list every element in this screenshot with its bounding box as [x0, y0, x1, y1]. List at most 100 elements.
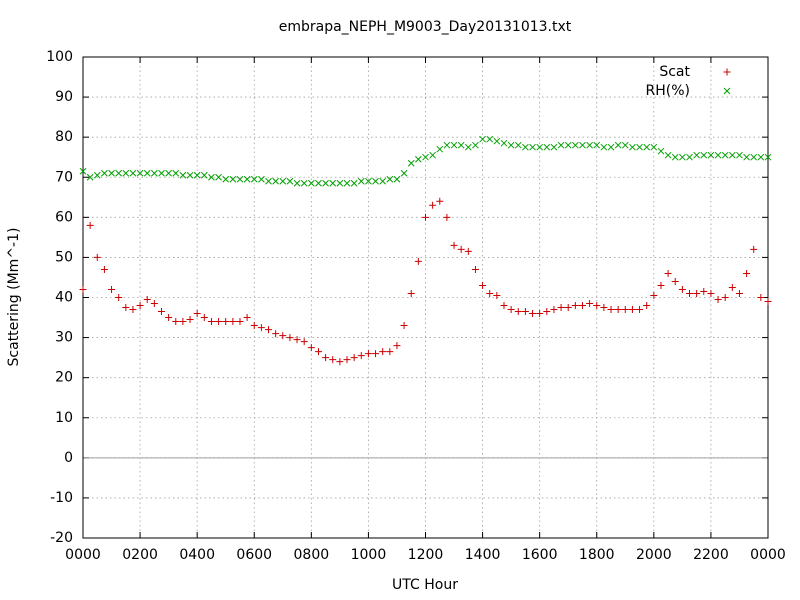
scatter-point	[207, 318, 215, 326]
scatter-point	[151, 169, 158, 177]
scatter-point	[258, 175, 265, 183]
scatter-point	[336, 358, 344, 366]
y-tick-label: 70	[55, 169, 73, 185]
y-tick-label: 90	[55, 89, 73, 105]
y-tick-label: 60	[55, 209, 73, 225]
scatter-point	[443, 141, 451, 149]
scatter-point	[414, 257, 422, 265]
scatter-point	[265, 326, 273, 334]
scatter-point	[736, 151, 743, 159]
scatter-point	[415, 155, 422, 163]
scatter-point	[165, 169, 172, 177]
scatter-point	[514, 308, 522, 316]
scatter-point	[650, 291, 658, 299]
scatter-point	[764, 298, 772, 306]
scatter-point	[486, 135, 494, 143]
scatter-point	[629, 143, 636, 151]
scatter-point	[735, 289, 743, 297]
scatter-point	[93, 253, 101, 261]
scatter-point	[293, 179, 301, 187]
scatter-point	[243, 314, 251, 322]
scatter-point	[336, 179, 344, 187]
y-tick-label: 40	[55, 290, 73, 306]
scatter-point	[500, 139, 508, 147]
scatter-point	[179, 171, 187, 179]
y-tick-label: 50	[55, 249, 73, 265]
scatter-point	[707, 289, 715, 297]
scatter-point	[193, 171, 201, 179]
scatter-point	[407, 159, 415, 167]
scatter-point	[222, 175, 230, 183]
scatter-point	[108, 169, 115, 177]
scatter-point	[372, 350, 380, 358]
scatter-point	[136, 169, 144, 177]
x-tick-label: 2200	[693, 547, 729, 563]
scatter-point	[457, 245, 465, 253]
scatter-point	[664, 151, 672, 159]
scatter-point	[479, 135, 486, 143]
scatter-point	[429, 201, 437, 209]
scatter-point	[115, 169, 123, 177]
scatter-point	[586, 141, 593, 149]
y-tick-label: 30	[55, 330, 73, 346]
scatter-point	[122, 304, 130, 312]
scatter-point	[450, 241, 458, 249]
scatter-point	[636, 306, 644, 314]
scatter-point	[650, 143, 658, 151]
x-tick-label: 0000	[750, 547, 786, 563]
scatter-point	[693, 151, 700, 159]
scatter-point	[557, 141, 565, 149]
scatter-point	[322, 354, 330, 362]
scatter-point	[186, 316, 194, 324]
scatter-point	[671, 277, 679, 285]
scatter-point	[507, 306, 515, 314]
scatter-point	[365, 177, 372, 185]
scatter-point	[600, 304, 608, 312]
scatter-point	[250, 175, 258, 183]
scatter-point	[364, 350, 372, 358]
scatter-point	[500, 302, 508, 310]
scatter-point	[86, 173, 94, 181]
scatter-point	[379, 177, 387, 185]
scatter-point	[750, 245, 758, 253]
scatter-point	[700, 151, 708, 159]
scatter-point	[693, 289, 701, 297]
scatter-point	[279, 177, 287, 185]
scatter-point	[329, 356, 337, 364]
scatter-point	[229, 318, 237, 326]
scatter-point	[522, 143, 529, 151]
scatter-point	[422, 213, 429, 221]
legend-marker	[723, 87, 731, 95]
scatter-point	[743, 153, 750, 161]
x-axis-label: UTC Hour	[392, 577, 458, 593]
scatter-point	[607, 143, 615, 151]
scatter-point	[79, 285, 87, 293]
scatter-point	[571, 141, 579, 149]
scatter-point	[564, 141, 572, 149]
scatter-point	[743, 269, 751, 277]
scatter-point	[407, 289, 415, 297]
scatter-point	[193, 310, 201, 318]
scatter-point	[215, 318, 223, 326]
scatter-point	[628, 306, 636, 314]
x-tick-label: 1000	[351, 547, 387, 563]
scatter-point	[307, 344, 315, 352]
scatter-point	[165, 314, 173, 322]
scatter-point	[429, 151, 436, 159]
scatter-point	[143, 169, 151, 177]
scatter-point	[307, 179, 315, 187]
y-tick-label: -20	[50, 530, 73, 546]
scatter-point	[100, 265, 108, 273]
scatter-point	[586, 300, 594, 308]
scatter-point	[764, 153, 772, 161]
x-tick-label: 0400	[179, 547, 215, 563]
scatter-point	[471, 265, 479, 273]
scatter-point	[357, 177, 365, 185]
scatter-point	[215, 173, 222, 181]
scatter-point	[571, 302, 579, 310]
scatter-point	[664, 269, 672, 277]
scatter-point	[122, 169, 130, 177]
x-tick-label: 1400	[465, 547, 501, 563]
scatter-point	[529, 310, 537, 318]
scatter-point	[265, 177, 272, 185]
